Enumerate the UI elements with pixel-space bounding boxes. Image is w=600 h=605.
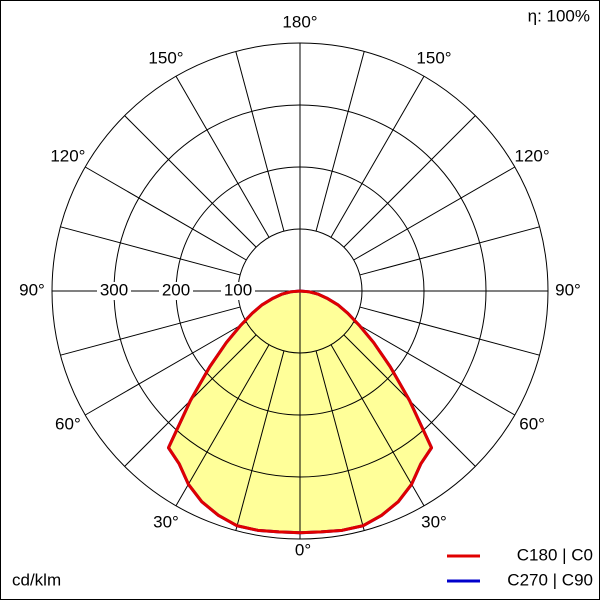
legend-label: C180 | C0: [517, 545, 593, 564]
angle-label: 30°: [421, 513, 447, 532]
grid-spoke: [84, 321, 247, 416]
angle-label: 150°: [148, 48, 183, 67]
grid-spoke: [124, 115, 257, 248]
grid-spoke: [235, 350, 285, 531]
unit-label: cd/klm: [12, 570, 61, 589]
grid-spoke: [235, 51, 285, 232]
angle-label: 180°: [282, 12, 317, 31]
grid-spoke: [353, 321, 516, 416]
r-tick-label: 200: [162, 280, 190, 299]
r-tick-label: 100: [224, 280, 252, 299]
label-bg: [159, 282, 193, 300]
grid-spoke: [359, 306, 540, 356]
grid-spoke: [315, 51, 365, 232]
grid-spoke: [359, 226, 540, 276]
angle-label: 90°: [19, 280, 45, 299]
label-bg: [221, 282, 255, 300]
angle-label: 150°: [416, 48, 451, 67]
grid-spoke: [343, 115, 476, 248]
r-tick-label: 300: [100, 280, 128, 299]
angle-label: 0°: [295, 540, 311, 559]
grid-spoke: [60, 226, 241, 276]
grid-spoke: [315, 350, 365, 531]
legend-label: C270 | C90: [507, 570, 593, 589]
angle-label: 30°: [153, 513, 179, 532]
grid-spoke: [175, 344, 270, 507]
grid-spoke: [353, 166, 516, 261]
grid-spoke: [330, 344, 425, 507]
series-line: [166, 289, 434, 535]
efficiency-label: η: 100%: [528, 6, 590, 25]
grid-spoke: [84, 166, 247, 261]
angle-label: 120°: [50, 146, 85, 165]
grid-spoke: [60, 306, 241, 356]
grid-spoke: [175, 75, 270, 238]
angle-label: 120°: [515, 146, 550, 165]
label-bg: [97, 282, 131, 300]
grid-spoke: [330, 75, 425, 238]
angle-label: 60°: [519, 414, 545, 433]
angle-label: 60°: [55, 414, 81, 433]
angle-label: 90°: [555, 280, 581, 299]
